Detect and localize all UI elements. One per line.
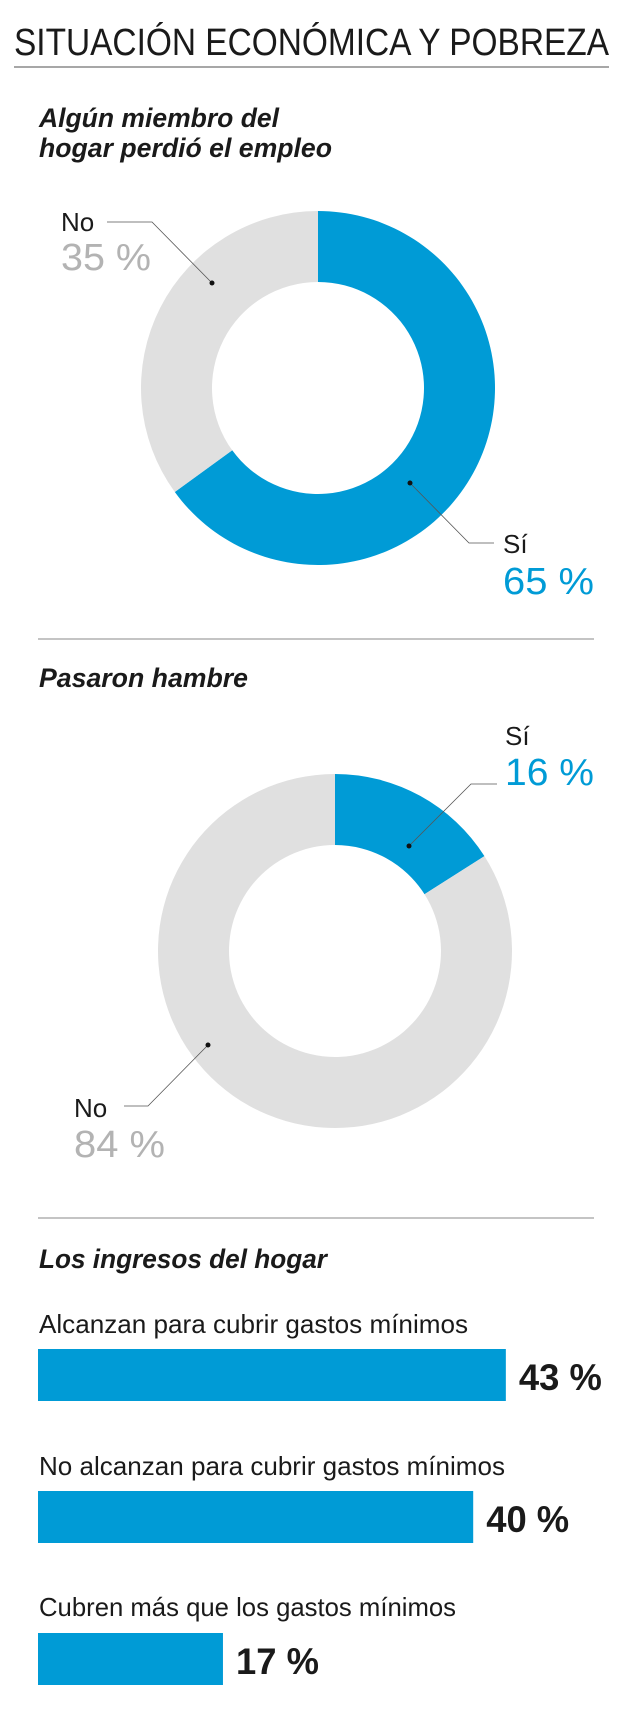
leader-line-si	[408, 783, 497, 847]
bar-chart-ingresos: Los ingresos del hogar Alcanzan para cub…	[38, 1244, 602, 1685]
bar	[38, 1633, 223, 1685]
leader-dot-no	[209, 280, 215, 286]
chart-title-line: Algún miembro del	[38, 103, 279, 133]
page-title: SITUACIÓN ECONÓMICA Y POBREZA	[14, 21, 610, 64]
slice-label-no: No	[61, 207, 94, 237]
slice-value-si: 16 %	[505, 752, 594, 794]
bar-value-label: 40 %	[486, 1499, 569, 1540]
leader-line-si	[409, 482, 494, 544]
donut-slice-no	[140, 211, 318, 493]
slice-label-no: No	[74, 1093, 107, 1123]
slice-value-no: 84 %	[74, 1124, 165, 1166]
bar	[38, 1491, 474, 1543]
slice-value-no: 35 %	[61, 237, 151, 279]
slice-value-si: 65 %	[503, 561, 594, 603]
slice-label-si: Sí	[505, 721, 530, 751]
leader-dot-si	[407, 480, 413, 486]
chart-title: Pasaron hambre	[39, 663, 248, 693]
donut-chart-empleo: Algún miembro del hogar perdió el empleo…	[38, 103, 594, 603]
bar-value-label: 17 %	[236, 1641, 319, 1682]
donut-slice-si	[174, 211, 495, 566]
bar-label: Cubren más que los gastos mínimos	[39, 1592, 456, 1622]
bar-value-label: 43 %	[519, 1357, 602, 1398]
donut-slice-no	[158, 774, 513, 1128]
leader-dot-si	[406, 843, 412, 849]
bar-label: No alcanzan para cubrir gastos mínimos	[39, 1451, 505, 1481]
bar	[38, 1349, 506, 1401]
donut-slice-si	[335, 774, 485, 895]
leader-line-no	[124, 1044, 209, 1107]
slice-label-si: Sí	[503, 529, 528, 559]
donut-chart-hambre: Pasaron hambre Sí 16 % No 84 %	[39, 663, 594, 1166]
leader-dot-no	[205, 1042, 211, 1048]
bar-label: Alcanzan para cubrir gastos mínimos	[39, 1309, 468, 1339]
chart-title-line: hogar perdió el empleo	[39, 133, 332, 163]
leader-line-no	[107, 221, 213, 284]
chart-title: Los ingresos del hogar	[39, 1244, 328, 1274]
